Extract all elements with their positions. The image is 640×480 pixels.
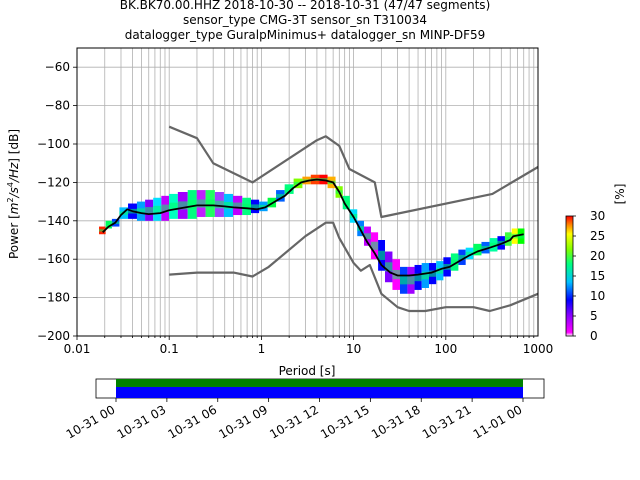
timeline-tick-label: 10-31 18 (369, 402, 423, 441)
psd-density-core (242, 203, 252, 209)
psd-density-core (99, 229, 106, 232)
series-line-nhnm (168, 125, 539, 219)
y-axis-label-exp-2: 2 (6, 197, 15, 202)
plot-frame (76, 47, 539, 337)
y-axis-label-unit-m: m (7, 203, 21, 215)
y-axis-label-tail: ] [dB] (7, 129, 21, 163)
colorbar-tick-label: 0 (590, 329, 598, 343)
y-tick-label: −180 (37, 291, 70, 305)
psd-density-core (177, 201, 188, 210)
psd-density-core (136, 208, 146, 215)
psd-density-core (504, 237, 512, 242)
chart-title-block: BK.BK70.00.HHZ 2018-10-30 -- 2018-10-31 … (120, 0, 491, 42)
psd-density-core (414, 273, 422, 282)
psd-density-core (232, 202, 243, 209)
psd-density-core (145, 207, 154, 214)
timeline-tick-label: 10-31 09 (216, 402, 270, 441)
y-tick-label: −160 (37, 252, 70, 266)
x-axis-label: Period [s] (279, 364, 336, 378)
y-axis-label-main: Power [ (7, 214, 21, 259)
timeline-coverage-blue (116, 386, 523, 398)
chart-title-line-1: BK.BK70.00.HHZ 2018-10-30 -- 2018-10-31 … (120, 0, 491, 12)
y-axis-label-unit-s: /s (7, 187, 21, 198)
psd-density-core (251, 204, 260, 209)
colorbar-scale (565, 215, 574, 337)
psd-density-core (378, 250, 386, 260)
psd-density-core (259, 204, 268, 208)
y-axis-label: Power [m2/s4/Hz] [dB] (6, 129, 21, 259)
colorbar-tick-label: 10 (590, 289, 605, 303)
x-tick-label: 1000 (523, 342, 554, 356)
y-tick-label: −140 (37, 214, 70, 228)
psd-density-core (342, 200, 350, 205)
psd-density-core (421, 271, 429, 280)
colorbar-tick-label: 25 (590, 229, 605, 243)
psd-density-core (168, 202, 178, 211)
colorbar-tick-label: 5 (590, 309, 598, 323)
x-tick-label: 1 (258, 342, 266, 356)
x-tick-label: 10 (346, 342, 361, 356)
psd-density-core (284, 187, 294, 191)
x-tick-label: 0.1 (160, 342, 179, 356)
y-axis: −200 −180 −160 −140 −120 −100 −80 −60 (37, 60, 77, 343)
timeline-tick-label: 10-31 06 (166, 402, 220, 441)
series-line-mode (102, 178, 524, 277)
psd-density-core (385, 262, 393, 272)
timeline-coverage-green (116, 379, 523, 387)
y-tick-label: −120 (37, 175, 70, 189)
series-line-nlnm (169, 221, 539, 313)
psd-density-core (187, 200, 197, 209)
y-tick-label: −60 (45, 60, 70, 74)
x-tick-label: 0.01 (64, 342, 91, 356)
psd-density-core (481, 245, 490, 250)
psd-density-core (407, 276, 415, 285)
psd-density-core (436, 267, 444, 274)
chart-title-line-3: datalogger_type GuralpMinimus+ datalogge… (125, 28, 486, 42)
colorbar-label: [%] (613, 184, 627, 205)
x-tick-label: 100 (434, 342, 457, 356)
timeline-tick-label: 10-31 00 (64, 402, 118, 441)
psd-density-core (465, 251, 474, 256)
plot-background (77, 48, 538, 336)
grid (76, 48, 538, 337)
timeline-tick-label: 10-31 21 (420, 402, 474, 441)
y-tick-label: −80 (45, 99, 70, 113)
psd-density-core (363, 233, 371, 240)
psd-density-core (473, 247, 482, 252)
chart-title-line-2: sensor_type CMG-3T sensor_sn T310034 (183, 13, 427, 27)
colorbar-tick-label: 15 (590, 269, 605, 283)
y-tick-label: −200 (37, 329, 70, 343)
psd-density-core (276, 194, 285, 198)
psd-density-core (161, 204, 169, 213)
timeline-tick-label: 11-01 00 (471, 402, 525, 441)
psd-density-core (214, 200, 224, 209)
y-axis-label-unit-hz: /Hz (7, 162, 21, 183)
psd-density-core (105, 223, 112, 226)
psd-density-core (450, 259, 459, 265)
x-axis: 0.01 0.1 1 10 100 1000 (64, 336, 554, 356)
psd-density-core (428, 270, 437, 277)
psd-density-core (458, 254, 466, 260)
timeline-tick-label: 10-31 12 (267, 402, 321, 441)
psd-density-core (399, 276, 408, 285)
psd-density-core (205, 199, 215, 208)
colorbar-tick-label: 20 (590, 249, 605, 263)
psd-density-core (517, 233, 525, 239)
y-axis-label-exp-4: 4 (6, 182, 15, 187)
psd-density-core (196, 199, 206, 208)
colorbar-tick-label: 30 (590, 209, 605, 223)
psd-density-core (370, 241, 379, 250)
y-tick-label: −100 (37, 137, 70, 151)
psd-density-core (293, 181, 303, 185)
colorbar: 0 5 10 15 20 25 30 (565, 209, 605, 343)
psd-density-core (489, 242, 498, 247)
plot-area: 0.01 0.1 1 10 100 1000 −200 −180 −160 −140 −120 −10… (37, 47, 554, 356)
timeline-tick-label: 10-31 15 (318, 402, 372, 441)
psd-density-core (153, 205, 162, 213)
psd-density-core (223, 201, 233, 209)
timeline-tick-label: 10-31 03 (115, 402, 169, 441)
